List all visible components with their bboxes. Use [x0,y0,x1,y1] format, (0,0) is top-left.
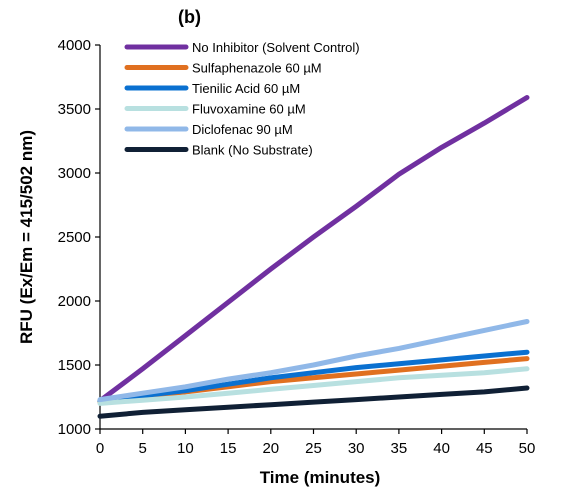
series-line-3 [97,366,530,406]
x-ticks: 0 5 10 15 20 25 30 35 40 45 50 [96,429,536,457]
x-tick-label: 50 [519,440,536,457]
x-tick-label: 35 [391,440,408,457]
x-tick-label: 45 [476,440,493,457]
y-ticks: 1000 1500 2000 2500 3000 3500 4000 [58,37,100,438]
legend-label-5: Blank (No Substrate) [192,143,313,158]
series-line-0 [97,95,530,404]
x-tick-label: 10 [177,440,194,457]
legend: No Inhibitor (Solvent Control) Sulfaphena… [124,40,360,158]
x-axis-title: Time (minutes) [260,468,381,487]
x-tick-label: 5 [139,440,147,457]
y-tick-label: 2500 [58,229,91,246]
series-line-5 [97,385,530,419]
x-tick-label: 30 [348,440,365,457]
y-tick-label: 1000 [58,421,91,438]
y-tick-label: 2000 [58,293,91,310]
y-tick-label: 3000 [58,165,91,182]
series-lines [97,95,530,419]
x-tick-label: 0 [96,440,104,457]
x-tick-label: 15 [220,440,237,457]
y-tick-label: 1500 [58,357,91,374]
legend-label-0: No Inhibitor (Solvent Control) [192,40,360,55]
x-tick-label: 20 [262,440,279,457]
y-tick-label: 3500 [58,101,91,118]
panel-label: (b) [178,7,201,27]
legend-label-1: Sulfaphenazole 60 µM [192,61,322,76]
legend-label-2: Tienilic Acid 60 µM [192,81,300,96]
y-tick-label: 4000 [58,37,91,54]
x-tick-label: 40 [433,440,450,457]
legend-label-4: Diclofenac 90 µM [192,122,293,137]
series-line-2 [97,349,530,404]
x-tick-label: 25 [305,440,322,457]
y-axis-title: RFU (Ex/Em = 415/502 nm) [17,130,36,344]
legend-label-3: Fluvoxamine 60 µM [192,102,306,117]
series-line-4 [97,319,530,403]
